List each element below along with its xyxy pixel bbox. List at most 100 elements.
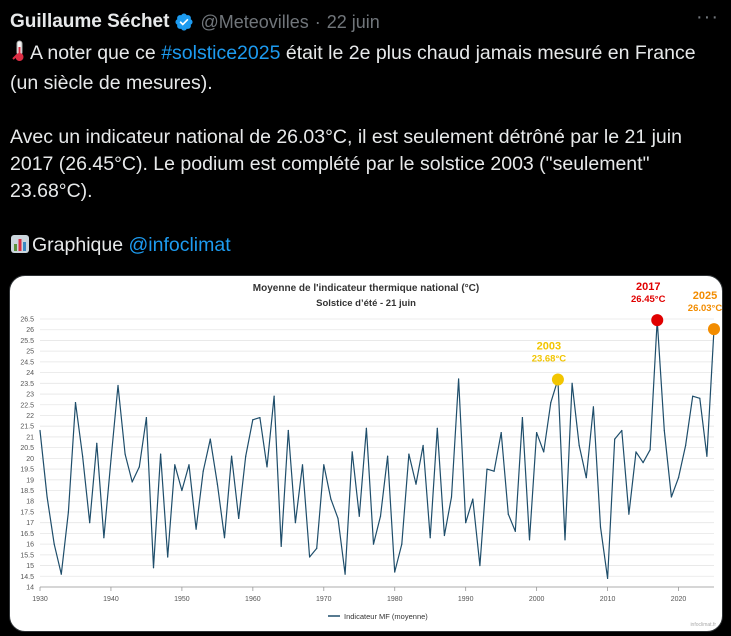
y-tick-label: 24.5 xyxy=(20,359,34,366)
data-point xyxy=(599,526,602,528)
data-point xyxy=(479,564,481,567)
tweet-line1-pre: A noter que ce xyxy=(30,42,162,64)
data-point xyxy=(252,419,254,421)
data-point xyxy=(606,577,609,580)
separator-dot: · xyxy=(314,11,321,32)
hashtag-link[interactable]: #solstice2025 xyxy=(161,42,281,64)
author-handle[interactable]: @Meteovilles xyxy=(200,11,309,32)
data-point xyxy=(486,468,488,470)
data-point xyxy=(670,496,673,498)
tweet-date[interactable]: 22 juin xyxy=(326,11,380,32)
data-point xyxy=(160,453,162,455)
data-point xyxy=(152,567,155,569)
chart-watermark: infoclimat.fr xyxy=(690,622,716,628)
data-point xyxy=(521,417,524,419)
y-tick-label: 23 xyxy=(26,392,34,399)
data-point xyxy=(642,462,644,464)
data-point xyxy=(294,522,297,524)
data-point xyxy=(81,455,84,457)
x-tick-label: 2020 xyxy=(671,596,687,603)
thermometer-emoji-icon xyxy=(10,40,28,70)
data-point xyxy=(457,378,460,380)
mention-link[interactable]: @infoclimat xyxy=(128,234,231,256)
y-tick-label: 21.5 xyxy=(20,424,34,431)
data-point xyxy=(628,513,630,515)
more-icon[interactable]: ··· xyxy=(696,6,719,28)
y-tick-label: 14.5 xyxy=(20,574,34,581)
data-point xyxy=(706,455,708,457)
tweet-line3-pre: Graphique xyxy=(32,234,129,256)
tweet-paragraph-3: Graphique @infoclimat xyxy=(10,232,710,262)
data-point xyxy=(614,438,616,440)
data-point xyxy=(238,517,240,519)
data-point xyxy=(415,483,417,485)
x-tick-label: 1970 xyxy=(316,596,332,603)
y-tick-label: 19.5 xyxy=(20,467,34,474)
data-point xyxy=(67,511,69,513)
data-point xyxy=(372,543,375,545)
data-point xyxy=(429,537,431,539)
data-point xyxy=(493,470,495,472)
data-point xyxy=(344,573,346,575)
data-point xyxy=(323,464,325,466)
tweet-header: Guillaume Séchet @Meteovilles · 22 juin xyxy=(10,8,721,36)
data-point xyxy=(677,477,680,479)
data-point xyxy=(96,442,98,444)
data-point xyxy=(266,466,268,468)
data-point xyxy=(138,466,140,468)
data-point xyxy=(316,547,318,550)
tweet-paragraph-2: Avec un indicateur national de 26.03°C, … xyxy=(10,126,682,202)
data-point xyxy=(500,432,502,434)
y-tick-label: 19 xyxy=(26,477,34,484)
data-point xyxy=(60,573,62,575)
data-point xyxy=(663,429,665,432)
legend-label: Indicateur MF (moyenne) xyxy=(344,612,428,621)
data-point xyxy=(245,455,247,457)
data-point xyxy=(465,522,467,524)
author-name[interactable]: Guillaume Séchet xyxy=(10,11,170,32)
y-tick-label: 26.5 xyxy=(20,317,34,324)
annotation-year-2025: 2025 xyxy=(693,290,717,302)
data-point xyxy=(564,539,566,541)
bar-chart-emoji-icon xyxy=(10,234,30,262)
x-tick-label: 2010 xyxy=(600,596,616,603)
temperature-chart: Moyenne de l'indicateur thermique nation… xyxy=(20,281,722,628)
tweet-line1-post: était le 2e plus chaud jamais mesuré en … xyxy=(10,42,696,94)
annotation-marker-2017 xyxy=(651,314,664,327)
y-tick-label: 15.5 xyxy=(20,552,34,559)
data-point xyxy=(358,515,360,517)
data-point xyxy=(216,483,218,485)
data-point xyxy=(110,459,112,462)
data-point xyxy=(309,556,311,558)
data-point xyxy=(89,522,91,524)
y-tick-label: 16.5 xyxy=(20,531,34,538)
y-tick-label: 20 xyxy=(26,456,34,463)
annotation-value-2025: 26.03°C xyxy=(688,303,722,314)
chart-media[interactable]: Moyenne de l'indicateur thermique nation… xyxy=(9,275,723,632)
data-point xyxy=(472,498,474,500)
y-tick-label: 16 xyxy=(26,542,34,549)
data-point xyxy=(578,444,580,447)
y-tick-label: 18.5 xyxy=(20,488,34,495)
y-tick-label: 18 xyxy=(26,499,34,506)
x-tick-label: 1950 xyxy=(174,596,190,603)
data-point xyxy=(514,530,516,532)
data-point xyxy=(685,444,687,447)
annotation-marker-2025 xyxy=(708,323,720,336)
data-point xyxy=(394,571,396,573)
x-tick-label: 1990 xyxy=(458,596,474,603)
tweet-paragraph-1: A noter que ce #solstice2025 était le 2e… xyxy=(10,40,710,97)
data-point xyxy=(259,417,261,419)
x-tick-label: 1960 xyxy=(245,596,261,603)
data-point xyxy=(543,451,545,453)
x-tick-label: 1940 xyxy=(103,596,119,603)
chart-title: Moyenne de l'indicateur thermique nation… xyxy=(253,283,479,294)
data-point xyxy=(408,453,410,455)
data-point xyxy=(443,534,445,537)
x-tick-label: 2000 xyxy=(529,596,545,603)
data-point xyxy=(181,489,183,492)
y-tick-label: 24 xyxy=(26,370,34,377)
verified-badge-icon xyxy=(174,12,194,32)
y-tick-label: 26 xyxy=(26,327,34,334)
data-point xyxy=(117,384,119,387)
